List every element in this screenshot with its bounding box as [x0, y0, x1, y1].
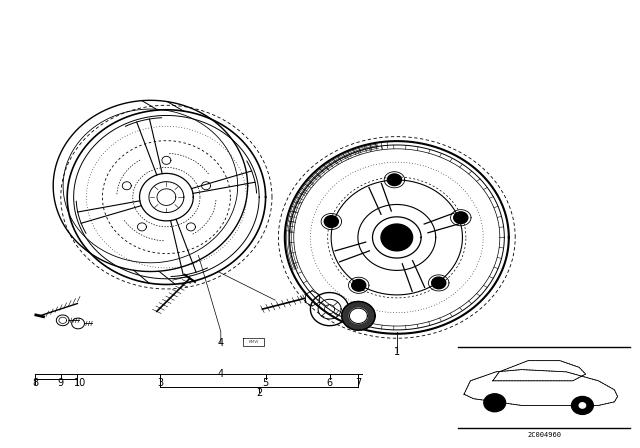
- Ellipse shape: [349, 308, 367, 323]
- Ellipse shape: [579, 403, 586, 408]
- Text: 4: 4: [218, 338, 224, 348]
- Text: 4: 4: [218, 369, 224, 379]
- Text: 7: 7: [355, 378, 362, 388]
- Ellipse shape: [381, 224, 413, 251]
- Text: BMW: BMW: [248, 340, 259, 344]
- Text: 1: 1: [394, 347, 400, 357]
- Ellipse shape: [324, 215, 339, 227]
- Text: 9: 9: [58, 378, 64, 388]
- Text: 6: 6: [326, 378, 333, 388]
- Ellipse shape: [342, 302, 375, 330]
- Text: 2C004960: 2C004960: [527, 431, 561, 438]
- Text: 8: 8: [32, 378, 38, 388]
- Ellipse shape: [432, 277, 446, 289]
- Ellipse shape: [387, 174, 401, 185]
- Ellipse shape: [454, 212, 468, 224]
- Text: 3: 3: [157, 378, 163, 388]
- Text: 5: 5: [262, 378, 269, 388]
- Ellipse shape: [572, 396, 593, 414]
- Ellipse shape: [484, 394, 506, 412]
- Ellipse shape: [352, 280, 366, 291]
- Text: 2: 2: [256, 388, 262, 398]
- Text: 10: 10: [74, 378, 86, 388]
